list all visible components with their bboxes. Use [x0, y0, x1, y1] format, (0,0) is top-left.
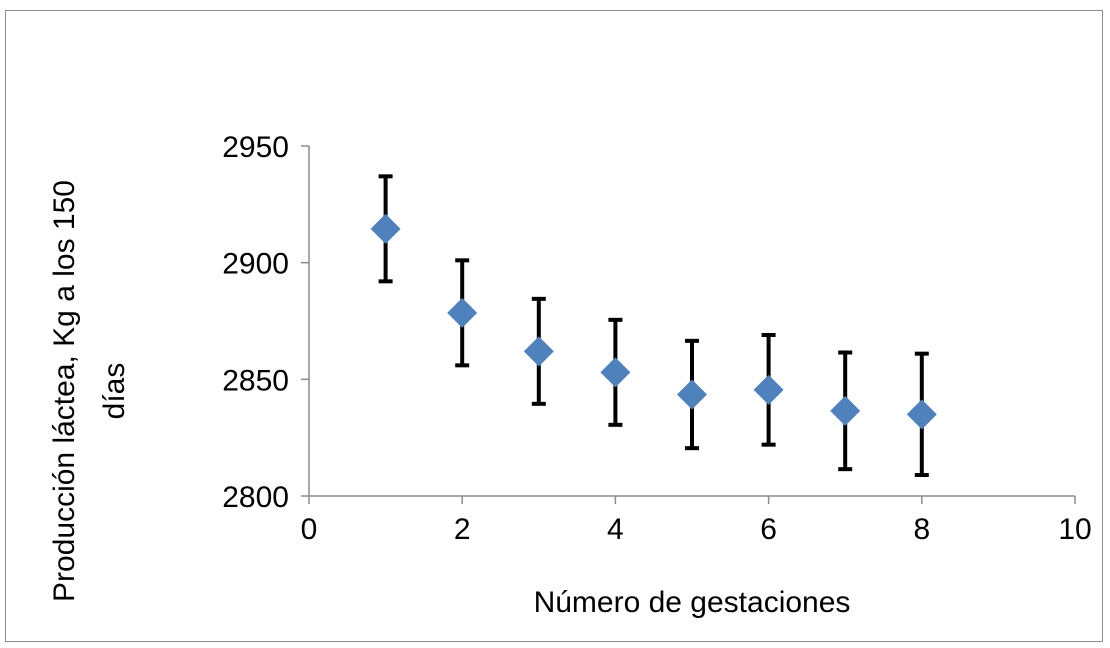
- y-axis-title-line-1: Producción láctea, Kg a los 150: [48, 180, 81, 602]
- x-tick-label: 10: [1058, 513, 1091, 546]
- data-point: [830, 395, 861, 426]
- data-point: [677, 379, 707, 410]
- data-point: [523, 336, 554, 367]
- x-ticks: 0 2 4 6 8 10: [301, 496, 1092, 546]
- chart-frame: [5, 10, 1103, 642]
- data-point: [370, 213, 401, 244]
- y-ticks: 2800 2850 2900 2950: [222, 131, 309, 514]
- data-point: [906, 399, 937, 430]
- y-axis-title: Producción láctea, Kg a los 150 días: [48, 180, 131, 602]
- markers: [370, 213, 937, 430]
- data-point: [447, 297, 478, 328]
- data-point: [753, 374, 784, 405]
- y-tick-label: 2950: [222, 131, 289, 164]
- x-tick-label: 4: [607, 513, 624, 546]
- x-tick-label: 0: [301, 513, 318, 546]
- y-axis-title-line-2: días: [98, 363, 131, 420]
- y-tick-label: 2800: [222, 481, 289, 514]
- y-tick-label: 2850: [222, 364, 289, 397]
- x-axis-title: Número de gestaciones: [534, 586, 851, 619]
- x-tick-label: 6: [760, 513, 777, 546]
- axes: [308, 146, 1075, 497]
- data-point: [600, 357, 631, 388]
- x-tick-label: 2: [454, 513, 471, 546]
- y-tick-label: 2900: [222, 248, 289, 281]
- x-tick-label: 8: [913, 513, 930, 546]
